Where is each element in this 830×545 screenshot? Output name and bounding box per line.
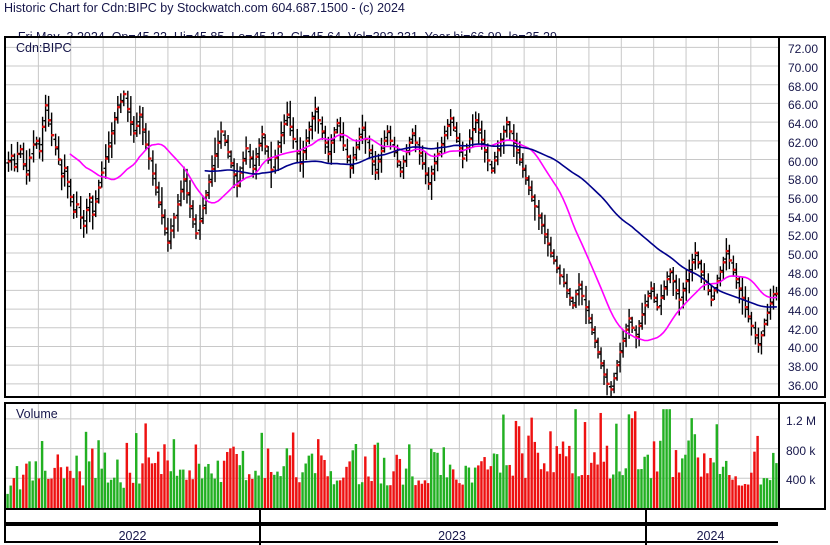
price-tick-label: 72.00	[788, 42, 819, 57]
price-tick-label: 62.00	[788, 135, 819, 150]
volume-axis: 1.2 M 800 k 400 k	[778, 402, 826, 510]
xaxis-year-separator	[259, 526, 261, 545]
price-tick-label: 54.00	[788, 210, 819, 225]
xaxis-spacer-row	[4, 510, 778, 524]
xaxis-year-label: 2023	[438, 528, 466, 543]
price-tick-label: 48.00	[788, 266, 819, 281]
volume-plot-svg	[6, 404, 778, 508]
price-tick-label: 46.00	[788, 285, 819, 300]
price-tick-label: 40.00	[788, 341, 819, 356]
price-tick-label: 36.00	[788, 378, 819, 393]
volume-tick-label: 400 k	[786, 473, 816, 488]
price-axis: 72.00 70.00 68.00 66.00 64.00 62.00 60.00 58.00…	[778, 36, 826, 398]
volume-chart-panel[interactable]: Volume	[4, 402, 778, 510]
price-tick-label: 58.00	[788, 173, 819, 188]
price-tick-label: 60.00	[788, 154, 819, 169]
price-tick-label: 70.00	[788, 61, 819, 76]
price-tick-label: 50.00	[788, 247, 819, 262]
price-tick-label: 64.00	[788, 117, 819, 132]
xaxis-year-separator-upper	[645, 510, 647, 524]
price-tick-label: 42.00	[788, 322, 819, 337]
volume-tick-label: 1.2 M	[786, 413, 817, 428]
chart-title: Historic Chart for Cdn:BIPC by Stockwatc…	[4, 1, 405, 15]
xaxis-year-separator	[645, 526, 647, 545]
price-tick-label: 52.00	[788, 229, 819, 244]
price-chart-panel[interactable]: Cdn:BIPC	[4, 36, 778, 398]
xaxis-year-label: 2022	[118, 528, 147, 543]
xaxis-year-label: 2024	[696, 528, 725, 543]
price-tick-label: 38.00	[788, 360, 819, 375]
price-panel-symbol-label: Cdn:BIPC	[16, 41, 72, 55]
xaxis-year-row: 2022 2023 2024	[4, 524, 778, 545]
price-tick-label: 66.00	[788, 98, 819, 113]
price-plot-svg	[6, 38, 778, 396]
price-tick-label: 44.00	[788, 304, 819, 319]
price-tick-label: 56.00	[788, 191, 819, 206]
price-tick-label: 68.00	[788, 79, 819, 94]
volume-tick-label: 800 k	[786, 443, 816, 458]
volume-panel-title: Volume	[16, 407, 58, 421]
xaxis-year-separator-upper	[259, 510, 261, 524]
